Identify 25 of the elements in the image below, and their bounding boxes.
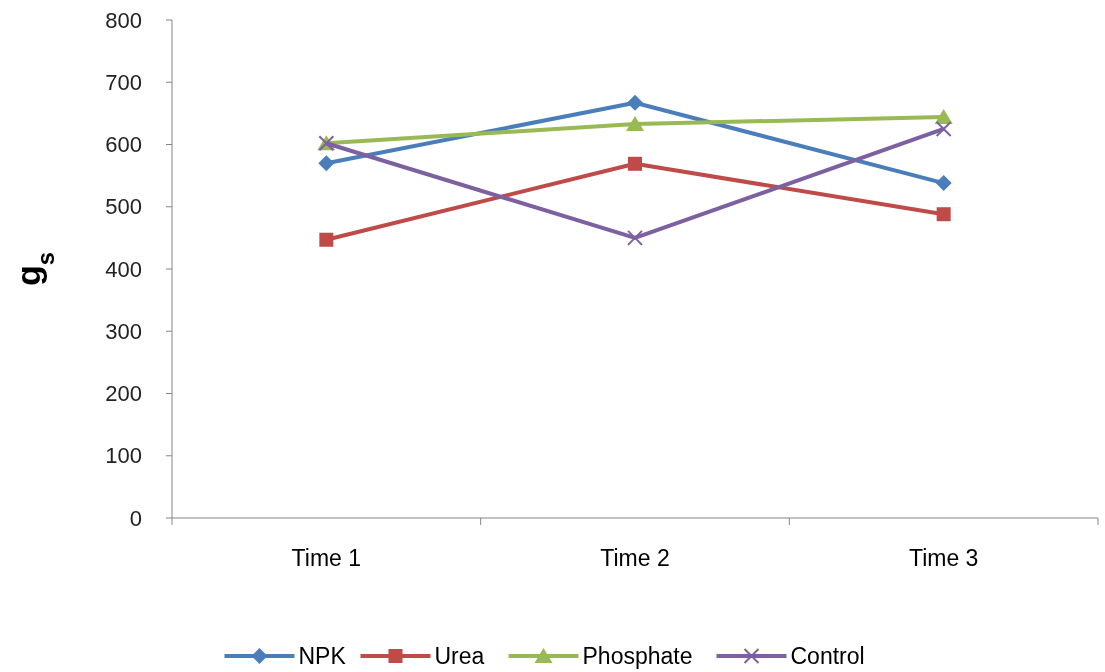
y-tick-label: 600 bbox=[105, 132, 142, 158]
y-tick-label: 500 bbox=[105, 194, 142, 220]
y-tick-label: 200 bbox=[105, 381, 142, 407]
x-tick-label: Time 2 bbox=[600, 545, 670, 571]
y-tick-label: 300 bbox=[105, 318, 142, 344]
point bbox=[935, 175, 952, 192]
y-tick-label: 800 bbox=[105, 7, 142, 33]
y-tick-label: 0 bbox=[129, 505, 142, 531]
y-tick-label: 100 bbox=[105, 443, 142, 469]
point bbox=[936, 207, 951, 222]
point bbox=[935, 120, 952, 137]
x-tick-label: Time 3 bbox=[908, 545, 979, 571]
x-tick-label: Time 1 bbox=[291, 545, 362, 571]
point bbox=[319, 232, 334, 247]
legend-label: Phosphate bbox=[582, 643, 693, 670]
legend-label: Control bbox=[790, 643, 865, 670]
legend-label: Urea bbox=[434, 643, 485, 670]
point bbox=[627, 229, 643, 246]
point bbox=[628, 156, 642, 171]
y-tick-label: 700 bbox=[105, 69, 142, 95]
legend-label: NPK bbox=[298, 643, 347, 670]
point bbox=[626, 115, 644, 131]
y-tick-label: 400 bbox=[105, 256, 142, 282]
point bbox=[627, 94, 643, 111]
point bbox=[318, 155, 335, 172]
